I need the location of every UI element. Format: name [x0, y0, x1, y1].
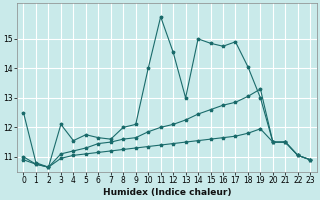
X-axis label: Humidex (Indice chaleur): Humidex (Indice chaleur): [103, 188, 231, 197]
